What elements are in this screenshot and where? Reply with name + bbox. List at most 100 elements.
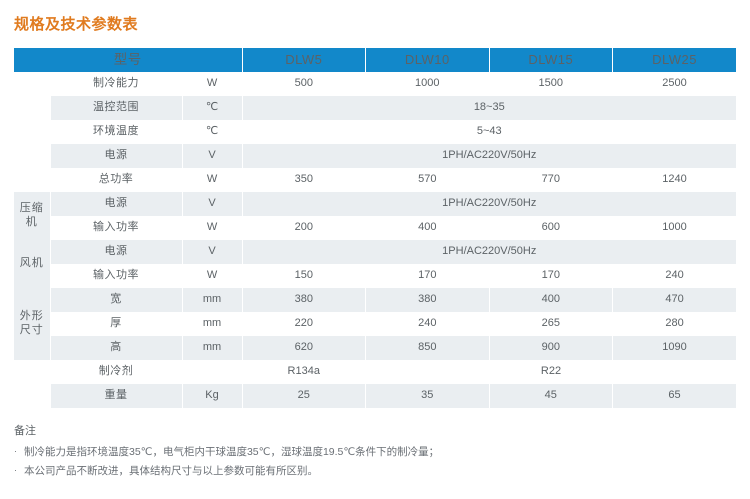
table-row: 风机 电源 V 1PH/AC220V/50Hz: [14, 240, 737, 288]
row-value-3: 240: [612, 264, 737, 288]
row-unit: V: [182, 144, 243, 168]
row-value-0: 220: [241, 312, 367, 336]
specifications-table: 型号 DLW5 DLW10 DLW15 DLW25 制冷能力 W 500 1000 15…: [14, 48, 737, 408]
row-label: 输入功率: [50, 264, 183, 288]
row-value-0: R134a: [241, 360, 367, 384]
row-value-3: 2500: [612, 72, 737, 96]
row-unit: mm: [182, 288, 243, 312]
note-text-1: 制冷能力是指环境温度35℃，电气柜内干球温度35℃，湿球温度19.5℃条件下的制…: [24, 446, 440, 459]
row-value-0: 25: [241, 384, 367, 408]
note-item-2: · 本公司产品不断改进，具体结构尺寸与以上参数可能有所区别。: [14, 462, 736, 480]
bullet-icon: ·: [14, 464, 17, 475]
row-value-merged: 18~35: [241, 96, 737, 120]
group-label-fan: 风机: [14, 240, 51, 288]
row-unit: W: [182, 72, 243, 96]
row-value-2: 770: [489, 168, 614, 192]
row-unit: ℃: [182, 96, 243, 120]
row-label: 电源: [50, 240, 183, 264]
row-value-1: 35: [365, 384, 490, 408]
row-value-2: 400: [489, 288, 614, 312]
row-label: 制冷能力: [50, 72, 183, 96]
row-label: 高: [50, 336, 183, 360]
notes-section: 备注 · 制冷能力是指环境温度35℃，电气柜内干球温度35℃，湿球温度19.5℃…: [14, 408, 736, 480]
row-value-1: 1000: [365, 72, 490, 96]
header-model-label: 型号: [14, 48, 243, 72]
group-label-compressor: 压缩机: [14, 192, 51, 240]
row-value-3: 280: [612, 312, 737, 336]
row-value-merged: 1PH/AC220V/50Hz: [241, 144, 737, 168]
row-value-3: 470: [612, 288, 737, 312]
row-value-2: 265: [489, 312, 614, 336]
row-label: 环境温度: [50, 120, 183, 144]
row-unit: Kg: [182, 384, 243, 408]
row-value-2: 600: [489, 216, 614, 240]
table-row: 外形尺寸宽 mm 380 380 400 470: [14, 288, 737, 360]
row-value-1: 400: [365, 216, 490, 240]
table-row: 输入功率 W 200 400 600 1000: [14, 216, 737, 240]
page-title: 规格及技术参数表: [14, 16, 139, 33]
row-value-1: 170: [365, 264, 490, 288]
table-row: 电源 V 1PH/AC220V/50Hz: [14, 144, 737, 168]
row-value-0: 620: [241, 336, 367, 360]
header-model-dlw10: DLW10: [365, 48, 490, 72]
table-row: 制冷剂 R134a R22: [14, 360, 737, 408]
notes-title: 备注: [14, 425, 36, 437]
header-model-dlw15: DLW15: [489, 48, 614, 72]
table-row: 制冷能力 W 500 1000 1500 2500: [14, 72, 737, 192]
group-spacer: [14, 72, 51, 192]
table-row: 高 mm 620 850 900 1090: [14, 336, 737, 360]
row-label: 电源: [50, 192, 183, 216]
table-row: 厚 mm 220 240 265 280: [14, 312, 737, 336]
row-value-0: 200: [241, 216, 367, 240]
row-value-1: R22: [365, 360, 737, 384]
row-value-2: 170: [489, 264, 614, 288]
row-value-0: 350: [241, 168, 367, 192]
table-row: 压缩机 电源 V 1PH/AC220V/50Hz: [14, 192, 737, 240]
row-unit: [182, 360, 243, 384]
row-unit: V: [182, 192, 243, 216]
row-value-0: 500: [241, 72, 367, 96]
row-label: 总功率: [50, 168, 183, 192]
row-label: 制冷剂: [50, 360, 183, 384]
table-row: 重量 Kg 25 35 45 65: [14, 384, 737, 408]
row-label: 电源: [50, 144, 183, 168]
row-label: 厚: [50, 312, 183, 336]
row-label: 温控范围: [50, 96, 183, 120]
table-row: 输入功率 W 150 170 170 240: [14, 264, 737, 288]
row-value-1: 570: [365, 168, 490, 192]
table-body: 制冷能力 W 500 1000 1500 2500 温控范围 ℃ 18~35 环境温度 ℃ 5~43 电…: [14, 72, 737, 408]
row-value-2: 1500: [489, 72, 614, 96]
row-label: 宽: [50, 288, 183, 312]
row-value-merged: 1PH/AC220V/50Hz: [241, 240, 737, 264]
note-text-2: 本公司产品不断改进，具体结构尺寸与以上参数可能有所区别。: [24, 464, 318, 477]
header-model-dlw25: DLW25: [612, 48, 737, 72]
table-row: 环境温度 ℃ 5~43: [14, 120, 737, 144]
row-value-2: 45: [489, 384, 614, 408]
table-row: 温控范围 ℃ 18~35: [14, 96, 737, 120]
table-row: 总功率 W 350 570 770 1240: [14, 168, 737, 192]
row-value-3: 1090: [612, 336, 737, 360]
row-value-3: 1240: [612, 168, 737, 192]
row-value-0: 150: [241, 264, 367, 288]
row-unit: ℃: [182, 120, 243, 144]
group-spacer: [14, 360, 51, 408]
bullet-icon: ·: [14, 446, 17, 457]
row-value-1: 380: [365, 288, 490, 312]
row-value-1: 850: [365, 336, 490, 360]
row-unit: mm: [182, 336, 243, 360]
group-label-dimensions: 外形尺寸: [14, 288, 51, 360]
row-unit: V: [182, 240, 243, 264]
note-item-1: · 制冷能力是指环境温度35℃，电气柜内干球温度35℃，湿球温度19.5℃条件下…: [14, 443, 736, 461]
row-value-3: 65: [612, 384, 737, 408]
row-label: 输入功率: [50, 216, 183, 240]
row-unit: W: [182, 264, 243, 288]
row-value-merged: 5~43: [241, 120, 737, 144]
row-unit: W: [182, 168, 243, 192]
row-value-3: 1000: [612, 216, 737, 240]
row-label: 重量: [50, 384, 183, 408]
table-header-row: 型号 DLW5 DLW10 DLW15 DLW25: [14, 48, 737, 72]
row-value-0: 380: [241, 288, 367, 312]
row-unit: W: [182, 216, 243, 240]
row-value-1: 240: [365, 312, 490, 336]
